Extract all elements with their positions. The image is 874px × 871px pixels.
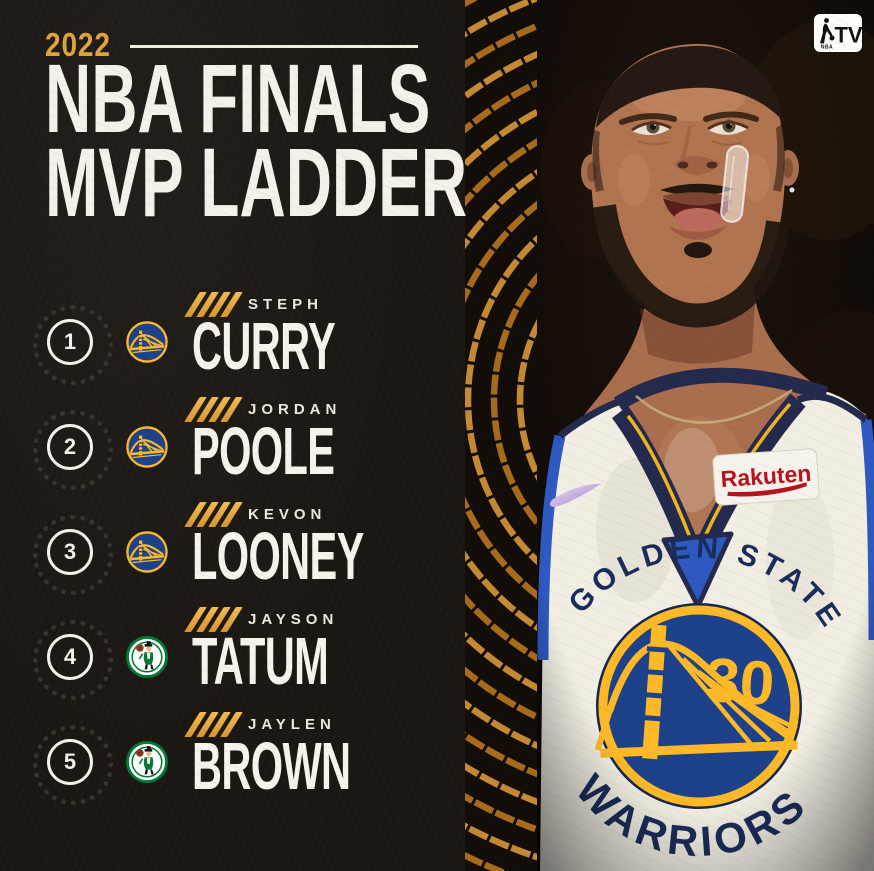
title-line-2: MVP LADDER (45, 128, 468, 237)
player-photo: Rakuten 30 GOLDEN STATE (537, 0, 874, 871)
rank-number: 2 (63, 434, 77, 459)
player-names: JORDAN POOLE (184, 394, 422, 489)
player-first-name: JAYLEN (248, 715, 336, 733)
rank-number: 4 (63, 644, 77, 669)
team-logo (126, 636, 168, 678)
rank-badge: 1 (47, 319, 93, 365)
team-logo (126, 321, 168, 363)
team-logo (126, 426, 168, 468)
nba-logoman-icon (820, 18, 835, 44)
player-first-name: KEVON (248, 505, 327, 523)
player-names: JAYSON TATUM (184, 604, 412, 699)
player-photo-illustration: Rakuten 30 GOLDEN STATE (537, 0, 874, 871)
player-last-name: TATUM (192, 624, 329, 699)
header-rule (130, 45, 418, 48)
player-last-name: CURRY (192, 309, 336, 384)
ladder-row: 3 KEVON LOONEY (0, 497, 465, 602)
player-last-name: LOONEY (192, 519, 364, 594)
rank-badge: 5 (47, 739, 93, 785)
player-first-name: JAYSON (248, 610, 339, 628)
left-panel: 2022 NBA FINALS MVP LADDER 1 STEPH CURRY… (0, 0, 467, 871)
rank-badge: 4 (47, 634, 93, 680)
team-logo (126, 741, 168, 783)
title-line-1: NBA FINALS (45, 44, 431, 153)
team-logo (126, 531, 168, 573)
mvp-ladder-list: 1 STEPH CURRY 2 JORDAN POOLE 3 (0, 287, 465, 812)
nba-label: NBA (821, 45, 833, 51)
tv-label: TV (834, 23, 862, 48)
rank-number: 3 (63, 539, 77, 564)
rank-badge: 3 (47, 529, 93, 575)
player-names: JAYLEN BROWN (184, 709, 448, 804)
rank-badge: 2 (47, 424, 93, 470)
player-names: KEVON LOONEY (184, 499, 469, 594)
rank-sunburst-decoration (33, 620, 113, 700)
nba-tv-logo: NBA TV (814, 14, 863, 52)
ladder-row: 5 JAYLEN BROWN (0, 707, 465, 812)
rank-sunburst-decoration (33, 725, 113, 805)
player-last-name: BROWN (192, 729, 351, 804)
player-last-name: POOLE (192, 414, 335, 489)
rank-sunburst-decoration (33, 305, 113, 385)
year-label: 2022 (45, 26, 111, 63)
player-first-name: JORDAN (248, 400, 342, 418)
header-year-row: 2022 (45, 26, 418, 63)
ladder-row: 1 STEPH CURRY (0, 287, 465, 392)
ladder-row: 2 JORDAN POOLE (0, 392, 465, 497)
rank-sunburst-decoration (33, 410, 113, 490)
player-first-name: STEPH (248, 295, 324, 313)
rank-number: 5 (63, 749, 77, 774)
rank-sunburst-decoration (33, 515, 113, 595)
page-title: NBA FINALS MVP LADDER (45, 44, 685, 237)
ladder-row: 4 JAYSON TATUM (0, 602, 465, 707)
player-names: STEPH CURRY (184, 289, 423, 384)
rank-number: 1 (63, 329, 77, 354)
